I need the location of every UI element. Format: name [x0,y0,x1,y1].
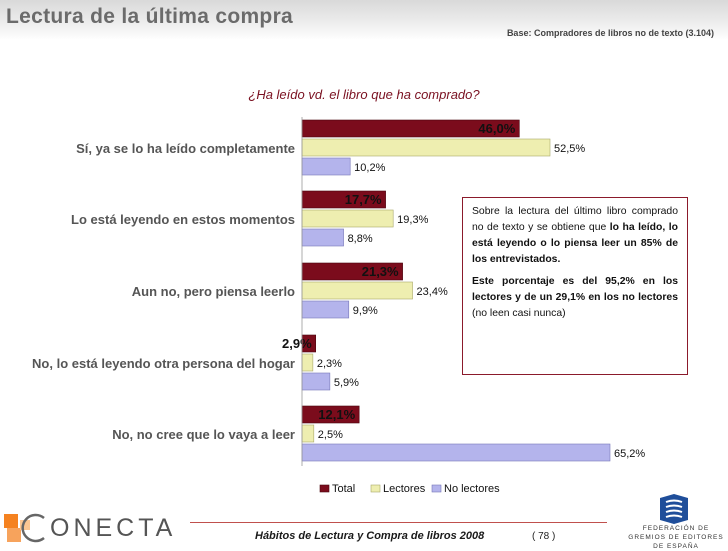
footer-title: Hábitos de Lectura y Compra de libros 20… [255,530,485,542]
bar-no-lectores [301,157,351,176]
federacion-logo: FEDERACIÓN DE GREMIOS DE EDITORES DE ESP… [624,494,728,550]
data-label: 23,4% [417,286,448,298]
data-label: 12,1% [318,407,355,422]
legend-label: Lectores [383,483,426,495]
callout-text-1b: lo ha leído, lo está leyendo o lo piensa… [472,222,679,265]
legend-swatch-lectores [370,484,381,493]
bar-lectores [301,353,314,372]
category-label: Lo está leyendo en estos momentos [71,212,295,227]
legend-swatch-total [319,484,330,493]
data-label: 5,9% [334,377,359,389]
footer-divider [190,522,607,523]
bar-lectores [301,281,413,300]
data-label: 65,2% [614,448,645,460]
data-label: 19,3% [397,214,428,226]
bar-lectores [301,209,394,228]
data-label: 10,2% [354,162,385,174]
header-band [0,0,728,40]
callout-text-2b: (no leen casi nunca) [472,308,566,319]
category-label: No, no cree que lo vaya a leer [112,427,295,442]
chart-title: ¿Ha leído vd. el libro que ha comprado? [248,87,480,102]
conecta-logo: ONECTA [4,512,184,544]
bar-no-lectores [301,372,331,391]
bar-no-lectores [301,300,350,319]
callout-paragraph-2: Este porcentaje es del 95,2% en los lect… [472,274,678,322]
data-label: 46,0% [478,121,515,136]
page-title: Lectura de la última compra [6,5,294,28]
data-label: 17,7% [345,192,382,207]
data-label: 2,3% [317,358,342,370]
federacion-logo-text: FEDERACIÓN DE GREMIOS DE EDITORES DE ESP… [628,525,724,550]
bar-no-lectores [301,228,344,247]
category-label: Sí, ya se lo ha leído completamente [76,141,295,156]
data-label: 2,5% [318,429,343,441]
data-label: 9,9% [353,305,378,317]
bar-lectores [301,138,551,157]
base-note: Base: Compradores de libros no de texto … [506,28,714,38]
page-number: ( 78 ) [532,531,556,542]
conecta-mark-icon [4,513,45,543]
bar-lectores [301,424,315,443]
callout-text-1a: Sobre la lectura del último libro compra… [472,206,678,233]
category-label: Aun no, pero piensa leerlo [132,284,295,299]
data-label: 8,8% [348,233,373,245]
summary-callout: Sobre la lectura del último libro compra… [462,197,688,375]
data-label: 21,3% [362,264,399,279]
data-label: 52,5% [554,143,585,155]
callout-paragraph-1: Sobre la lectura del último libro compra… [472,204,678,268]
conecta-logo-text: ONECTA [50,514,177,542]
federacion-mark-icon [660,494,688,524]
category-label: No, lo está leyendo otra persona del hog… [32,356,295,371]
bar-no-lectores [301,443,611,462]
callout-text-2a: Este porcentaje es del 95,2% en los lect… [472,276,678,303]
legend-label: No lectores [444,483,500,495]
data-label: 2,9% [282,336,312,351]
legend-label: Total [332,483,355,495]
legend-swatch-no-lectores [431,484,442,493]
